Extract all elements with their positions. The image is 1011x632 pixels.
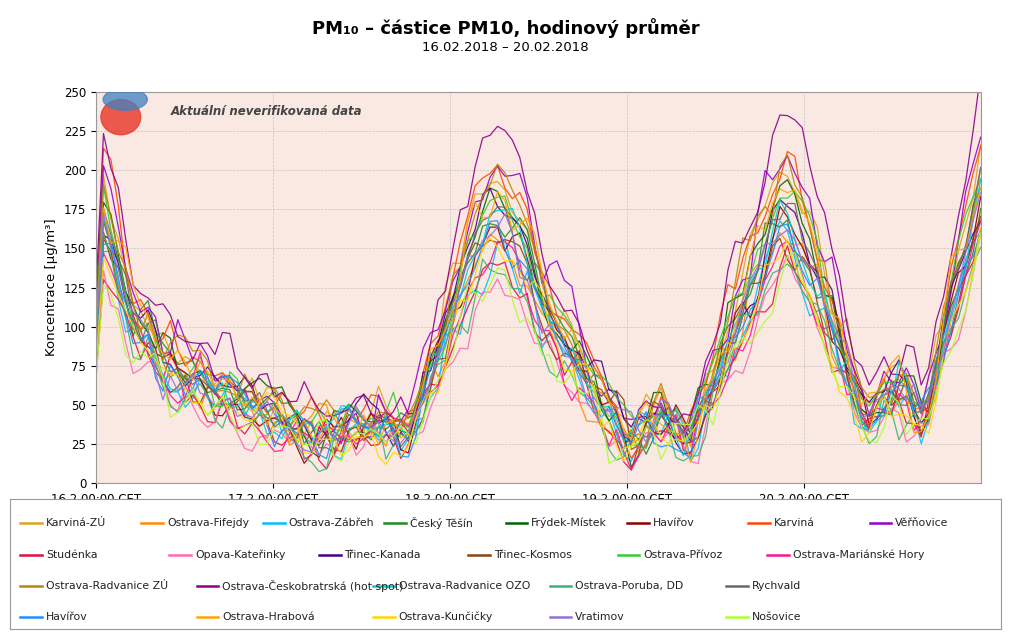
- Text: Ostrava-Českobratrská (hot spot): Ostrava-Českobratrská (hot spot): [222, 580, 403, 592]
- Ellipse shape: [103, 88, 148, 110]
- Text: Ostrava-Fifejdy: Ostrava-Fifejdy: [167, 518, 249, 528]
- Text: Ostrava-Radvanice OZO: Ostrava-Radvanice OZO: [399, 581, 530, 591]
- Text: Aktuální neverifikovaná data: Aktuální neverifikovaná data: [171, 106, 363, 118]
- Text: PM₁₀ – částice PM10, hodinový průměr: PM₁₀ – částice PM10, hodinový průměr: [311, 18, 700, 39]
- Text: Havířov: Havířov: [45, 612, 87, 622]
- Text: Ostrava-Hrabová: Ostrava-Hrabová: [222, 612, 315, 622]
- Text: Třinec-Kosmos: Třinec-Kosmos: [494, 550, 572, 560]
- Text: Ostrava-Zábřeh: Ostrava-Zábřeh: [288, 518, 374, 528]
- Text: Opava-Kateřinky: Opava-Kateřinky: [195, 550, 285, 560]
- Text: Vratimov: Vratimov: [575, 612, 625, 622]
- Text: Frýdek-Místek: Frýdek-Místek: [531, 517, 608, 528]
- Text: Ostrava-Přívoz: Ostrava-Přívoz: [643, 550, 723, 560]
- Y-axis label: Koncentrace [μg/m³]: Koncentrace [μg/m³]: [45, 219, 59, 356]
- Text: 16.02.2018 – 20.02.2018: 16.02.2018 – 20.02.2018: [423, 41, 588, 54]
- Text: Karviná: Karviná: [774, 518, 815, 528]
- Text: Ostrava-Radvanice ZÚ: Ostrava-Radvanice ZÚ: [45, 581, 168, 591]
- Text: Ostrava-Kunčičky: Ostrava-Kunčičky: [399, 612, 493, 623]
- Text: Havířov: Havířov: [653, 518, 695, 528]
- Text: Třinec-Kanada: Třinec-Kanada: [345, 550, 421, 560]
- Text: Karviná-ZÚ: Karviná-ZÚ: [45, 518, 106, 528]
- Text: Nošovice: Nošovice: [752, 612, 802, 622]
- Text: Ostrava-Poruba, DD: Ostrava-Poruba, DD: [575, 581, 683, 591]
- Text: Rychvald: Rychvald: [752, 581, 801, 591]
- Text: Věřňovice: Věřňovice: [896, 518, 948, 528]
- Text: Český Těšín: Český Těšín: [409, 516, 472, 528]
- Text: Studénka: Studénka: [45, 550, 97, 560]
- X-axis label: Datum [CE(S)T = SE(L)Č]: Datum [CE(S)T = SE(L)Č]: [441, 512, 636, 527]
- Text: Ostrava-Mariánské Hory: Ostrava-Mariánské Hory: [793, 550, 924, 560]
- Ellipse shape: [101, 99, 141, 135]
